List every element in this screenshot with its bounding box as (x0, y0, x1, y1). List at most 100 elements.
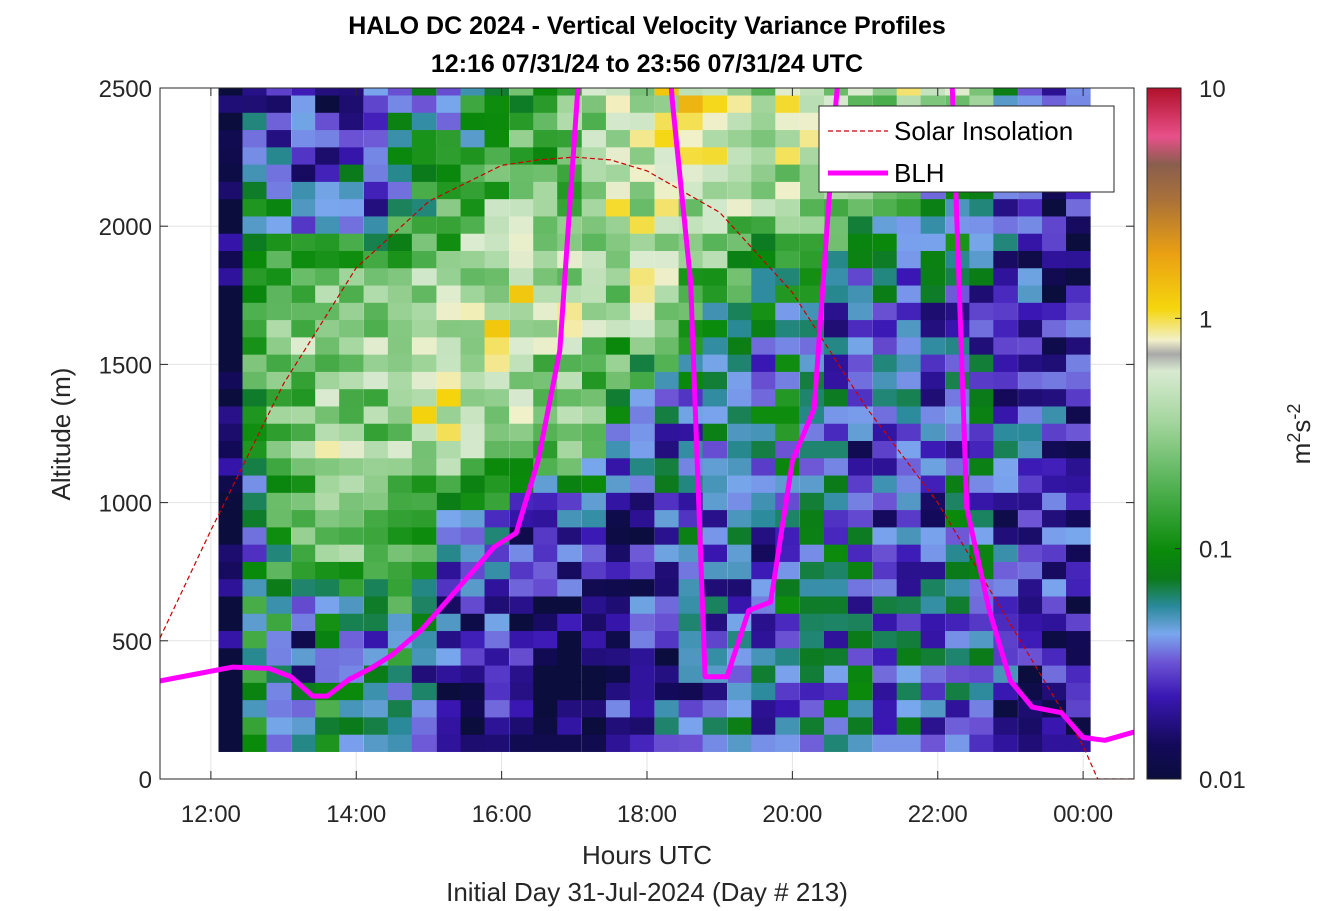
heatmap-cell (1018, 613, 1043, 632)
heatmap-cell (581, 492, 607, 511)
heatmap-cell (605, 457, 631, 476)
heatmap-cell (969, 630, 994, 649)
heatmap-cell (460, 319, 486, 338)
heatmap-cell (484, 613, 510, 632)
heatmap-cell (291, 215, 316, 234)
heatmap-cell (436, 423, 462, 442)
heatmap-cell (993, 595, 1018, 614)
heatmap-cell (315, 734, 340, 752)
heatmap-cell (872, 405, 898, 424)
heatmap-cell (727, 94, 752, 113)
x-axis-label: Hours UTC (582, 840, 712, 870)
heatmap-cell (242, 267, 268, 286)
heatmap-cell (460, 112, 486, 131)
heatmap-cell (363, 613, 389, 632)
heatmap-cell (266, 371, 292, 390)
heatmap-cell (629, 699, 655, 718)
heatmap-cell (1066, 595, 1091, 614)
heatmap-cell (751, 354, 776, 372)
heatmap-cell (727, 664, 752, 683)
heatmap-cell (509, 647, 534, 666)
heatmap-cell (629, 129, 655, 148)
heatmap-cell (363, 630, 389, 649)
heatmap-cell (1042, 354, 1067, 372)
heatmap-cell (993, 734, 1018, 752)
heatmap-cell (629, 734, 655, 752)
heatmap-cell (896, 405, 922, 424)
heatmap-cell (315, 129, 340, 148)
heatmap-cell (1066, 474, 1091, 493)
heatmap-cell (509, 88, 534, 96)
heatmap-cell (775, 267, 800, 286)
heatmap-cell (581, 699, 607, 718)
heatmap-cell (509, 699, 534, 718)
heatmap-cell (387, 336, 413, 355)
heatmap-cell (1042, 336, 1067, 355)
heatmap-cell (629, 474, 655, 493)
heatmap-cell (751, 509, 776, 528)
heatmap-cell (242, 250, 268, 269)
heatmap-cell (315, 561, 340, 580)
heatmap-cell (678, 595, 704, 614)
colorbar-tick-label: 0.1 (1199, 537, 1232, 564)
heatmap-cell (993, 250, 1018, 269)
heatmap-cell (557, 164, 582, 182)
heatmap-cell (872, 474, 898, 493)
heatmap-cell (800, 699, 825, 718)
heatmap-cell (218, 336, 244, 355)
heatmap-cell (411, 405, 437, 424)
heatmap-cell (315, 146, 340, 165)
heatmap-cell (363, 146, 389, 165)
heatmap-cell (920, 88, 946, 96)
heatmap-cell (823, 526, 849, 545)
heatmap-cell (800, 613, 825, 632)
heatmap-cell (800, 388, 825, 407)
heatmap-cell (945, 613, 970, 632)
heatmap-cell (387, 561, 413, 580)
heatmap-cell (800, 474, 825, 493)
heatmap-cell (387, 354, 413, 372)
heatmap-cell (484, 509, 510, 528)
heatmap-cell (605, 699, 631, 718)
heatmap-cell (896, 354, 922, 372)
heatmap-cell (557, 630, 582, 649)
heatmap-cell (242, 284, 268, 303)
heatmap-cell (484, 682, 510, 701)
heatmap-cell (629, 267, 655, 286)
heatmap-cell (920, 198, 946, 217)
heatmap-cell (291, 388, 316, 407)
heatmap-cell (678, 94, 704, 113)
heatmap-cell (581, 88, 607, 96)
colorbar-label: m2s-2 (1284, 404, 1316, 465)
heatmap-cell (387, 233, 413, 251)
heatmap-cell (751, 664, 776, 683)
heatmap-cell (411, 492, 437, 511)
heatmap-cell (363, 164, 389, 182)
heatmap-cells (218, 88, 1091, 752)
heatmap-cell (969, 405, 994, 424)
heatmap-cell (581, 94, 607, 113)
heatmap-cell (872, 664, 898, 683)
heatmap-cell (1042, 457, 1067, 476)
heatmap-cell (847, 267, 873, 286)
heatmap-cell (1066, 336, 1091, 355)
heatmap-cell (1042, 440, 1067, 459)
heatmap-cell (291, 647, 316, 666)
heatmap-cell (363, 284, 389, 303)
heatmap-cell (291, 734, 316, 752)
heatmap-cell (727, 129, 752, 148)
heatmap-cell (847, 664, 873, 683)
heatmap-cell (484, 561, 510, 580)
heatmap-cell (872, 250, 898, 269)
heatmap-cell (654, 233, 680, 251)
heatmap-cell (823, 474, 849, 493)
heatmap-cell (993, 302, 1018, 321)
y-tick-label: 500 (112, 629, 152, 656)
heatmap-cell (823, 716, 849, 735)
heatmap-cell (509, 561, 534, 580)
heatmap-cell (581, 664, 607, 683)
heatmap-cell (872, 526, 898, 545)
heatmap-cell (363, 716, 389, 735)
heatmap-cell (1042, 474, 1067, 493)
heatmap-cell (266, 561, 292, 580)
